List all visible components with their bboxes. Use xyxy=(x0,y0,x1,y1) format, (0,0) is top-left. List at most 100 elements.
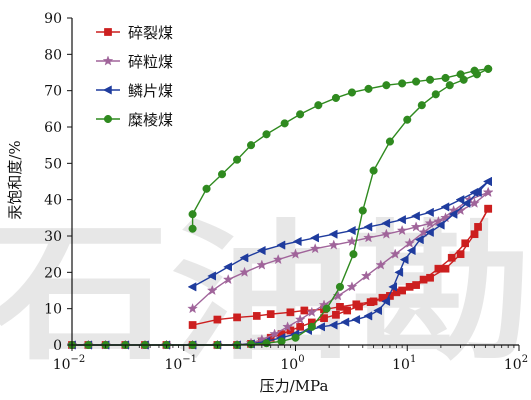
series-2-extrusion-point xyxy=(206,284,218,296)
series-2-extrusion-point xyxy=(363,232,374,243)
legend-item-4: 糜棱煤 xyxy=(96,111,173,129)
y-tick-label: 0 xyxy=(53,338,62,354)
series-1-extrusion-point xyxy=(441,264,450,273)
series-3-extrusion-point xyxy=(346,225,356,236)
series-3-intrusion-point xyxy=(351,314,361,325)
series-3-extrusion-point xyxy=(239,253,249,263)
series-1-extrusion-point xyxy=(484,204,493,213)
series-3-intrusion-point xyxy=(363,311,373,321)
series-4 xyxy=(67,64,493,350)
series-3-extrusion-point xyxy=(469,187,479,198)
series-2-intrusion-point xyxy=(306,306,318,317)
series-4-extrusion-point xyxy=(314,101,323,110)
series-4-intrusion-point xyxy=(335,282,345,291)
series-2-intrusion-point xyxy=(346,281,358,292)
series-4-intrusion-point xyxy=(358,206,367,215)
x-tick-exponent: 0 xyxy=(298,354,304,365)
series-4-extrusion-point xyxy=(233,155,242,164)
legend-marker xyxy=(104,28,112,36)
series-2-intrusion-point xyxy=(389,248,401,259)
x-tick-exponent: 2 xyxy=(522,354,528,365)
series-2-extrusion-point xyxy=(256,259,268,270)
series-4-extrusion-point xyxy=(441,73,450,82)
legend-label: 糜棱煤 xyxy=(128,111,173,129)
series-3-extrusion-point xyxy=(381,218,391,228)
series-3-extrusion-point xyxy=(440,202,450,212)
series-4-intrusion-point xyxy=(431,90,440,99)
x-tick-exponent: −1 xyxy=(182,354,197,365)
series-2-extrusion-point xyxy=(455,204,466,216)
series-3-extrusion-point xyxy=(187,282,197,292)
series-2-intrusion-point xyxy=(404,237,415,248)
series-1-extrusion-point xyxy=(456,250,465,259)
series-1-intrusion-point xyxy=(447,253,456,262)
series-4-extrusion-point xyxy=(412,77,421,86)
series-4-extrusion-point xyxy=(398,79,407,88)
series-3-intrusion-point xyxy=(435,220,445,230)
series-4-intrusion-point xyxy=(322,304,331,313)
series-2-intrusion-point xyxy=(294,313,306,325)
series-4-extrusion-point xyxy=(296,110,305,119)
series-2-intrusion-point xyxy=(360,270,372,281)
series-3-extrusion-point xyxy=(256,245,266,256)
series-2-intrusion-point xyxy=(332,290,344,301)
series-3-extrusion-point xyxy=(425,207,434,217)
legend-item-2: 碎粒煤 xyxy=(96,53,173,71)
series-4-extrusion-point xyxy=(364,84,373,93)
series-1-extrusion-point xyxy=(412,281,420,289)
series-2-extrusion-point xyxy=(328,239,340,250)
y-tick-label: 40 xyxy=(44,193,62,209)
series-4-extrusion-point xyxy=(188,224,197,233)
series-2-extrusion-point xyxy=(469,197,480,208)
series-3-extrusion-point xyxy=(276,240,286,250)
series-4-extrusion-point xyxy=(484,64,493,73)
series-3-intrusion-point xyxy=(461,198,471,208)
series-3-extrusion-point xyxy=(455,195,465,205)
legend-marker xyxy=(102,55,114,66)
series-3-intrusion-point xyxy=(328,320,338,330)
y-tick-label: 80 xyxy=(44,47,62,63)
series-4-intrusion-point xyxy=(277,337,286,346)
series-2-extrusion-point xyxy=(482,186,494,197)
series-1-extrusion-point xyxy=(369,297,378,306)
series-4-intrusion-point xyxy=(445,81,454,90)
series-3-extrusion-point xyxy=(411,211,420,221)
series-4-extrusion-point xyxy=(262,130,271,139)
y-tick-label: 70 xyxy=(44,84,62,100)
y-axis-title: 汞饱和度/% xyxy=(6,140,24,219)
series-2-extrusion-point xyxy=(346,235,358,246)
series-3-extrusion-point xyxy=(363,222,373,232)
x-axis-title: 压力/MPa xyxy=(260,377,329,395)
series-4-extrusion-point xyxy=(426,75,435,84)
series-3-intrusion-point xyxy=(425,227,434,237)
series-4-extrusion-point xyxy=(246,141,256,150)
series-2-extrusion-point xyxy=(239,266,250,277)
series-1-intrusion-point xyxy=(296,322,304,331)
series-3-extrusion-point xyxy=(207,271,217,281)
series-4-extrusion-point xyxy=(202,184,211,193)
x-tick-exponent: 1 xyxy=(410,354,416,365)
series-1-intrusion-point xyxy=(332,310,340,319)
series-1-intrusion-point xyxy=(343,306,352,315)
series-2-extrusion-point xyxy=(396,224,408,236)
series-2-extrusion-point xyxy=(440,212,451,223)
series-4-intrusion-point xyxy=(291,333,300,342)
series-2-extrusion-point xyxy=(187,303,198,314)
series-3-extrusion-point xyxy=(310,233,319,243)
y-tick-label: 20 xyxy=(44,265,62,281)
series-4-intrusion-point xyxy=(349,250,358,259)
series-3-extrusion-point xyxy=(483,176,492,187)
series-1-extrusion-point xyxy=(426,273,434,282)
series-4-intrusion-point xyxy=(417,101,426,110)
series-1-extrusion-point xyxy=(300,306,309,315)
series-1-extrusion-point xyxy=(352,300,361,309)
x-tick-exponent: −2 xyxy=(71,354,86,365)
legend-label: 碎裂煤 xyxy=(128,24,173,42)
series-1-extrusion-point xyxy=(336,303,344,311)
legend-item-1: 碎裂煤 xyxy=(96,24,173,42)
series-3-intrusion-point xyxy=(406,245,416,256)
y-tick-label: 10 xyxy=(44,302,62,318)
series-1-extrusion-point xyxy=(233,313,241,322)
